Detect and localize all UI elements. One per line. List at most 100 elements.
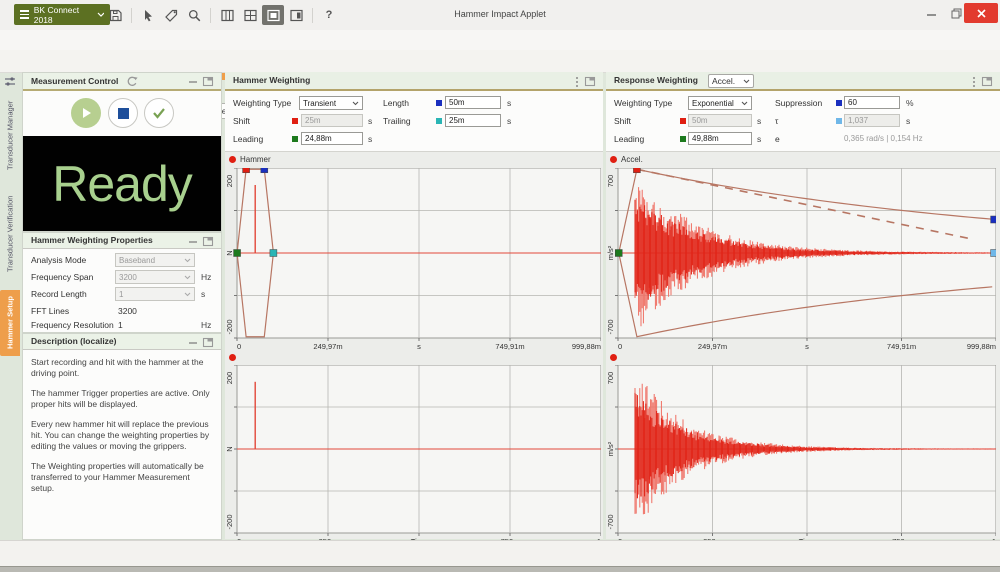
channel-dot-icon (229, 354, 236, 361)
layout-dock-button[interactable] (285, 5, 307, 25)
response-weighting-panel: Response Weighting Accel. Weighting Type… (606, 72, 1000, 546)
response-weighting-type-select[interactable]: Exponential (688, 96, 752, 110)
close-icon (976, 8, 986, 18)
chevron-down-icon (743, 79, 750, 83)
hammer-time-chart[interactable]: 0 249,97m s 749,91m 999,88m 200 N -200 (225, 168, 601, 352)
layout-columns-button[interactable] (216, 5, 238, 25)
transport-controls (23, 91, 221, 136)
description-paragraph: The hammer Trigger properties are active… (31, 388, 210, 410)
help-button[interactable]: ? (318, 5, 340, 25)
selection-tool-button[interactable] (137, 5, 159, 25)
measurement-control-header: Measurement Control (23, 73, 221, 91)
status-bar: Show Log BKConnectDb (SQL Server - PULSE… (0, 540, 1000, 567)
chevron-down-icon (741, 101, 748, 105)
svg-text:-700: -700 (606, 514, 615, 529)
chevron-down-icon (184, 292, 191, 296)
tau-marker (836, 118, 842, 124)
collapse-icon[interactable] (189, 339, 197, 347)
toolbar-separator (312, 7, 313, 23)
record-length-select[interactable]: 1 (115, 287, 195, 301)
analysis-mode-select[interactable]: Baseband (115, 253, 195, 267)
response-channel-select[interactable]: Accel. (708, 74, 754, 88)
tag-tool-button[interactable] (160, 5, 182, 25)
refresh-icon[interactable] (125, 75, 138, 88)
pin-icon[interactable] (202, 336, 214, 348)
description-paragraph: The Weighting properties will automatica… (31, 461, 204, 494)
panel-title: Hammer Weighting (233, 75, 311, 85)
svg-text:N: N (225, 250, 234, 255)
sidetab-transducer-manager[interactable]: Transducer Manager (5, 100, 15, 170)
close-button[interactable] (964, 3, 998, 23)
suppression-field[interactable]: 60 (844, 96, 900, 109)
fft-lines-value: 3200 (118, 306, 137, 316)
search-tool-button[interactable] (183, 5, 205, 25)
svg-text:249,97m: 249,97m (698, 342, 727, 351)
trailing-marker (436, 118, 442, 124)
description-paragraph: Every new hammer hit will replace the pr… (31, 419, 210, 452)
channel-dot-icon (610, 354, 617, 361)
sidetab-transducer-verification[interactable]: Transducer Verification (5, 195, 15, 273)
unit-label: s (906, 116, 911, 126)
tau-field: 1,037 (844, 114, 900, 127)
accept-button[interactable] (144, 98, 174, 128)
description-paragraph: Start recording and hit with the hammer … (31, 357, 204, 379)
more-options-icon[interactable] (972, 76, 976, 88)
collapse-icon[interactable] (189, 238, 197, 246)
hammer-weighting-form: Weighting Type Transient Length 50m s Sh… (225, 91, 603, 152)
shift-field: 25m (301, 114, 363, 127)
hammer-weighted-chart[interactable]: 0250mTime750m1200N-200 (225, 365, 601, 547)
sidetab-hammer-setup[interactable]: Hammer Setup (0, 290, 20, 356)
save-button[interactable] (104, 5, 126, 25)
analysis-mode-label: Analysis Mode (31, 255, 87, 265)
stop-icon (117, 107, 129, 119)
layout-grid-button[interactable] (239, 5, 261, 25)
hammer-weighting-panel: Hammer Weighting Weighting Type Transien… (225, 72, 603, 546)
chevron-down-icon (184, 258, 191, 262)
unit-label: s (368, 116, 373, 126)
layout-single-button[interactable] (262, 5, 284, 25)
play-icon (83, 108, 91, 118)
more-options-icon[interactable] (575, 76, 579, 88)
leading-field[interactable]: 24,88m (301, 132, 363, 145)
frequency-span-select[interactable]: 3200 (115, 270, 195, 284)
unit-label: s (201, 289, 206, 299)
pin-icon[interactable] (584, 75, 596, 87)
save-icon (109, 9, 122, 21)
length-label: Length (383, 98, 409, 108)
accel-weighted-chart[interactable]: 0250mTime750m1700m/s²-700 (606, 365, 996, 547)
description-text: Start recording and hit with the hammer … (23, 350, 221, 510)
svg-text:s: s (417, 342, 421, 351)
channel-dot-icon (610, 156, 617, 163)
restore-button[interactable] (944, 3, 968, 23)
minimize-button[interactable] (918, 3, 944, 23)
app-menu-button[interactable]: BK Connect 2018 (14, 4, 110, 25)
collapse-icon[interactable] (189, 78, 197, 86)
response-shift-field: 50m (688, 114, 752, 127)
chevron-down-icon (97, 12, 105, 17)
layout-grid-icon (243, 9, 257, 21)
weighting-type-label: Weighting Type (614, 98, 673, 108)
panel-title: Response Weighting (614, 75, 698, 85)
panel-title: Hammer Weighting Properties (31, 235, 153, 245)
unit-label: s (368, 134, 373, 144)
trailing-field[interactable]: 25m (445, 114, 501, 127)
pin-icon[interactable] (981, 75, 993, 87)
svg-text:749,91m: 749,91m (887, 342, 916, 351)
svg-text:200: 200 (225, 372, 234, 385)
unit-label: Hz (201, 272, 212, 282)
weighting-type-select[interactable]: Transient (299, 96, 363, 110)
length-field[interactable]: 50m (445, 96, 501, 109)
shift-label: Shift (614, 116, 632, 126)
response-leading-field[interactable]: 49,88m (688, 132, 752, 145)
properties-header: Hammer Weighting Properties (23, 233, 221, 249)
pin-icon[interactable] (202, 235, 214, 247)
frequency-span-label: Frequency Span (31, 272, 94, 282)
accel-chart-legend: Accel. (610, 155, 643, 164)
svg-text:-700: -700 (606, 319, 615, 334)
svg-text:N: N (225, 446, 234, 451)
stop-button[interactable] (108, 98, 138, 128)
pin-icon[interactable] (202, 75, 214, 87)
start-button[interactable] (71, 98, 101, 128)
accel-time-chart[interactable]: 0 249,97m s 749,91m 999,88m 700 m/s² -700 (606, 168, 996, 352)
